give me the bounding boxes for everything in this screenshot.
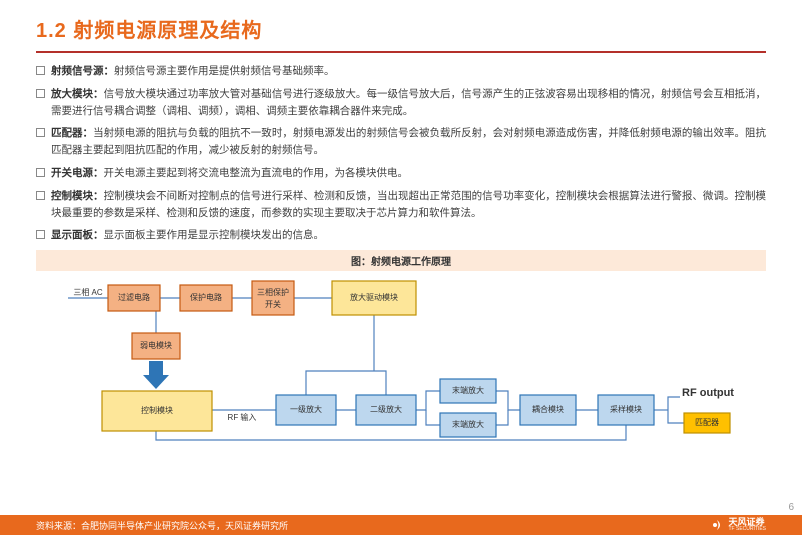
bullet-icon	[36, 66, 45, 75]
node-label: 三相保护	[257, 287, 289, 297]
node-label: 放大驱动模块	[350, 292, 398, 302]
node-label: 弱电模块	[140, 340, 172, 350]
bullet-icon	[36, 230, 45, 239]
node-label: 过滤电路	[118, 292, 150, 302]
bullet-label: 放大模块：	[51, 88, 104, 100]
bullet-item: 开关电源：开关电源主要起到将交流电整流为直流电的作用，为各模块供电。	[36, 165, 766, 182]
arrow-down-icon	[143, 361, 169, 389]
node-label: 二级放大	[370, 404, 402, 414]
bullet-item: 射频信号源：射频信号源主要作用是提供射频信号基础频率。	[36, 63, 766, 80]
bullet-icon	[36, 128, 45, 137]
bullet-label: 匹配器：	[51, 127, 93, 139]
bullet-body: 开关电源主要起到将交流电整流为直流电的作用，为各模块供电。	[104, 167, 409, 179]
node-label: 匹配器	[695, 418, 719, 427]
node-label: 耦合模块	[532, 404, 564, 414]
node-switch	[252, 281, 294, 315]
node-label: 开关	[265, 299, 281, 309]
bullet-item: 放大模块：信号放大模块通过功率放大管对基础信号进行逐级放大。每一级信号放大后，信…	[36, 86, 766, 120]
bullet-list: 射频信号源：射频信号源主要作用是提供射频信号基础频率。 放大模块：信号放大模块通…	[0, 53, 802, 244]
bullet-body: 信号放大模块通过功率放大管对基础信号进行逐级放大。每一级信号放大后，信号源产生的…	[51, 88, 766, 117]
node-label: 采样模块	[610, 404, 642, 414]
page-title: 1.2 射频电源原理及结构	[36, 14, 802, 43]
bullet-icon	[36, 168, 45, 177]
brand-sub: TF SECURITIES	[728, 527, 766, 532]
bullet-label: 显示面板：	[51, 229, 104, 241]
bullet-body: 显示面板主要作用是显示控制模块发出的信息。	[104, 229, 325, 241]
node-label: 末端放大	[452, 385, 484, 395]
logo-icon	[710, 518, 724, 532]
bullet-label: 控制模块：	[51, 190, 104, 202]
bullet-item: 匹配器：当射频电源的阻抗与负载的阻抗不一致时，射频电源发出的射频信号会被负载所反…	[36, 125, 766, 159]
bullet-item: 控制模块：控制模块会不间断对控制点的信号进行采样、检测和反馈，当出现超出正常范围…	[36, 188, 766, 222]
node-label: 末端放大	[452, 419, 484, 429]
footer-source: 资料来源：合肥协同半导体产业研究院公众号，天风证券研究所	[36, 519, 710, 532]
page-number: 6	[788, 502, 794, 513]
flowchart-diagram: 三相 AC RF 输入 RF output 过滤电路 保护电路 三相保护 开关 …	[50, 275, 766, 445]
footer-bar: 资料来源：合肥协同半导体产业研究院公众号，天风证券研究所 天风证券 TF SEC…	[0, 515, 802, 535]
bullet-icon	[36, 89, 45, 98]
bullet-label: 开关电源：	[51, 167, 104, 179]
bullet-body: 射频信号源主要作用是提供射频信号基础频率。	[114, 65, 335, 77]
bullet-body: 控制模块会不间断对控制点的信号进行采样、检测和反馈，当出现超出正常范围的信号功率…	[51, 190, 766, 219]
diagram-title: 图：射频电源工作原理	[351, 257, 451, 268]
bullet-body: 当射频电源的阻抗与负载的阻抗不一致时，射频电源发出的射频信号会被负载所反射，会对…	[51, 127, 766, 156]
node-label: 控制模块	[141, 405, 173, 415]
diagram-title-bar: 图：射频电源工作原理	[36, 250, 766, 271]
bullet-item: 显示面板：显示面板主要作用是显示控制模块发出的信息。	[36, 227, 766, 244]
node-label-rfin: RF 输入	[228, 412, 257, 422]
node-label: 保护电路	[190, 292, 222, 302]
node-label: 一级放大	[290, 404, 322, 414]
slide-header: 1.2 射频电源原理及结构	[0, 0, 802, 43]
node-label-ac: 三相 AC	[73, 287, 103, 297]
bullet-icon	[36, 191, 45, 200]
node-label-rfout: RF output	[682, 387, 734, 399]
bullet-label: 射频信号源：	[51, 65, 114, 77]
brand-logo: 天风证券 TF SECURITIES	[710, 518, 766, 532]
